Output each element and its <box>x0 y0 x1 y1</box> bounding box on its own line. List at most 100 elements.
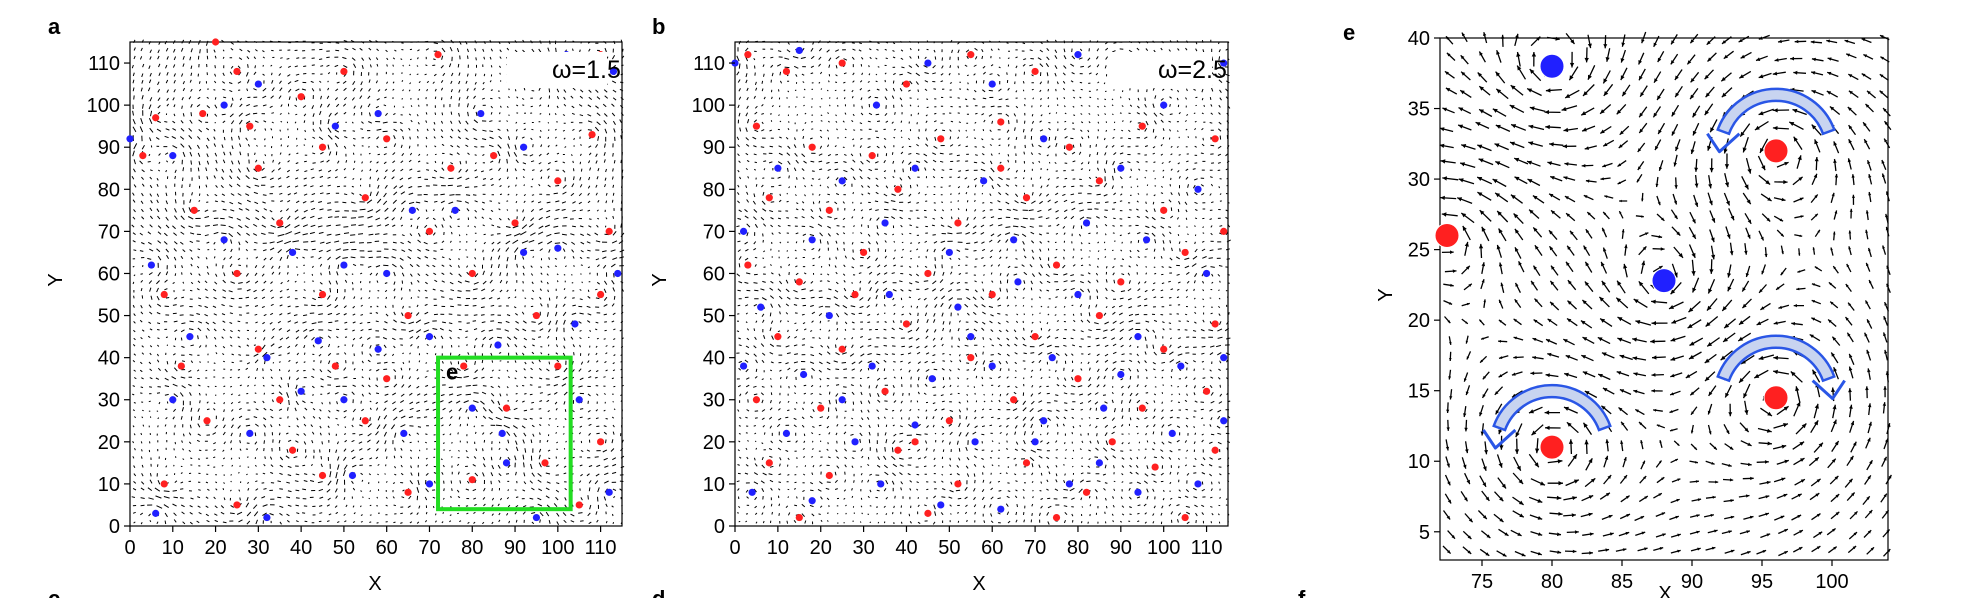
x-tick-label: 110 <box>1191 537 1223 559</box>
positive-defect-point <box>945 417 953 425</box>
negative-defect-point <box>532 513 541 522</box>
panel-e-plot: 75 80 85 90 95 100 5 10 15 20 25 30 35 40 <box>1408 28 1892 593</box>
y-tick-label: 50 <box>98 306 120 328</box>
negative-defect-point <box>1220 354 1228 362</box>
negative-defect-point <box>374 109 382 118</box>
x-tick-label: 80 <box>1067 537 1089 559</box>
positive-defect-point <box>532 311 541 320</box>
positive-defect-point <box>808 143 816 151</box>
quiver-field <box>1439 31 1892 557</box>
negative-defect-point <box>1117 370 1125 379</box>
positive-defect-point <box>1539 434 1565 460</box>
negative-defect-point <box>911 164 919 172</box>
positive-defect-point <box>765 459 773 467</box>
negative-defect-point <box>288 248 297 257</box>
y-tick-label: 0 <box>109 516 120 538</box>
positive-defect-point <box>1022 194 1031 202</box>
y-tick-label: 30 <box>98 390 120 412</box>
negative-defect-point <box>739 362 748 370</box>
positive-defect-point <box>177 362 185 370</box>
panel-label-a: a <box>48 14 61 39</box>
positive-defect-point <box>502 404 511 412</box>
negative-defect-point <box>468 404 476 412</box>
negative-defect-point <box>571 320 579 328</box>
x-tick-label: 100 <box>1815 571 1848 593</box>
positive-defect-point <box>233 67 241 76</box>
plot-frame <box>129 41 623 527</box>
negative-defect-point <box>739 227 748 235</box>
x-tick-label: 100 <box>1147 537 1180 559</box>
positive-defect-point <box>190 206 198 214</box>
positive-defect-point <box>1108 438 1116 446</box>
negative-defect-point <box>297 387 305 395</box>
negative-defect-point <box>1100 404 1108 412</box>
negative-defect-point <box>937 501 945 509</box>
panel-label-b: b <box>652 14 665 39</box>
negative-defect-point <box>748 488 756 496</box>
x-tick-label: 50 <box>938 537 960 559</box>
negative-defect-point <box>997 505 1005 513</box>
negative-defect-point <box>246 429 254 438</box>
negative-defect-point <box>757 303 765 311</box>
positive-defect-point <box>1202 387 1211 395</box>
negative-defect-point <box>220 101 228 109</box>
y-tick-label: 10 <box>703 474 725 496</box>
positive-defect-point <box>404 488 412 496</box>
positive-defect-point <box>404 311 412 320</box>
negative-defect-point <box>331 122 339 130</box>
negative-defect-point <box>911 421 919 429</box>
negative-defect-point <box>774 164 782 172</box>
positive-defect-point <box>203 417 211 425</box>
negative-defect-point <box>1040 135 1048 143</box>
panel-a-y-axis-label: Y <box>45 273 67 286</box>
negative-defect-point <box>988 80 996 88</box>
positive-defect-point <box>838 345 846 353</box>
negative-defect-point <box>980 177 988 185</box>
negative-defect-point <box>1065 480 1073 488</box>
positive-defect-point <box>425 227 434 235</box>
positive-defect-point <box>1151 463 1159 471</box>
negative-defect-point <box>498 429 506 438</box>
rotation-arrow-body <box>1716 334 1836 383</box>
x-tick-label: 20 <box>204 537 226 559</box>
positive-defect-point <box>199 109 207 118</box>
positive-defect-point <box>152 114 160 122</box>
positive-defect-point <box>1074 375 1082 383</box>
negative-defect-point <box>186 333 194 341</box>
negative-defect-point <box>152 509 160 517</box>
positive-defect-point <box>1031 67 1039 76</box>
positive-defect-point <box>860 248 868 257</box>
panel-b-y-axis-label: Y <box>649 273 671 286</box>
positive-defect-point <box>1095 311 1103 320</box>
y-tick-label: 10 <box>98 474 120 496</box>
negative-defect-point <box>520 143 528 151</box>
y-tick-label: 25 <box>1408 240 1430 262</box>
panel-e: e 75 80 85 90 95 100 5 10 15 20 25 30 35 40 X Y <box>1343 20 1892 598</box>
positive-defect-point <box>468 476 476 484</box>
negative-defect-point <box>169 396 177 404</box>
x-tick-label: 30 <box>247 537 269 559</box>
positive-defect-point <box>911 438 919 446</box>
positive-defect-point <box>318 471 327 480</box>
negative-defect-point <box>1031 438 1039 446</box>
rotation-arrow-body <box>1492 383 1612 432</box>
positive-defect-point <box>795 513 803 522</box>
positive-defect-point <box>340 67 348 76</box>
positive-defect-point <box>1117 278 1125 286</box>
y-tick-label: 100 <box>692 95 725 117</box>
positive-defect-point <box>838 59 846 67</box>
negative-defect-point <box>881 219 889 227</box>
x-tick-label: 90 <box>1110 537 1132 559</box>
panel-label-d: d <box>652 586 665 598</box>
quiver-shafts <box>736 39 1231 525</box>
negative-defect-point <box>877 480 885 488</box>
positive-defect-point <box>1763 138 1789 164</box>
positive-defect-point <box>825 471 833 480</box>
negative-defect-point <box>838 396 846 404</box>
negative-defect-point <box>1194 480 1202 488</box>
negative-defect-point <box>808 236 816 244</box>
positive-defect-point <box>997 164 1005 172</box>
negative-defect-point <box>520 248 528 257</box>
x-tick-label: 10 <box>767 537 789 559</box>
y-tick-label: 20 <box>703 432 725 454</box>
